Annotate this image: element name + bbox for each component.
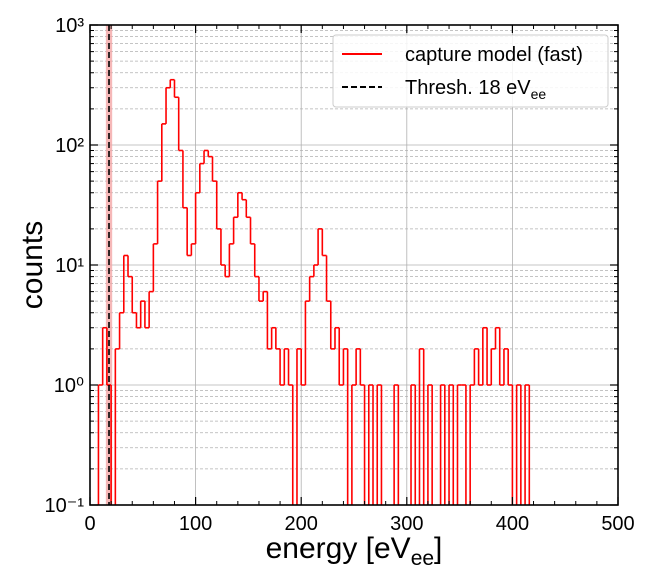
x-tick-label: 500 [601, 513, 634, 535]
y-tick-label: 10³ [55, 15, 84, 37]
y-axis-label: counts [16, 221, 49, 309]
axes: 0 100 200 300 400 500 10⁻¹ 10⁰ 10¹ 10² 10³ energy [… [16, 15, 635, 570]
x-tick-label: 300 [390, 513, 423, 535]
legend-label-part: Thresh. 18 eV [405, 77, 531, 99]
legend-label: capture model (fast) [405, 44, 583, 66]
legend-box [332, 34, 609, 108]
x-tick-label: 200 [285, 513, 318, 535]
x-axis-label-part: ] [434, 532, 442, 565]
legend-label: Thresh. 18 eVee [405, 77, 546, 102]
x-axis-label-part: energy [eV [266, 532, 411, 565]
x-axis-label: energy [eVee] [266, 532, 443, 570]
y-tick-label: 10⁻¹ [45, 495, 85, 517]
legend-label-part: ee [531, 86, 547, 102]
x-tick-label: 400 [496, 513, 529, 535]
y-tick-label: 10⁰ [54, 375, 84, 397]
x-axis-label-part: ee [411, 547, 434, 570]
y-tick-label: 10¹ [55, 255, 84, 277]
x-tick-label: 100 [179, 513, 212, 535]
y-tick-label: 10² [55, 135, 84, 157]
x-tick-label: 0 [84, 513, 95, 535]
plot-area [97, 25, 531, 505]
